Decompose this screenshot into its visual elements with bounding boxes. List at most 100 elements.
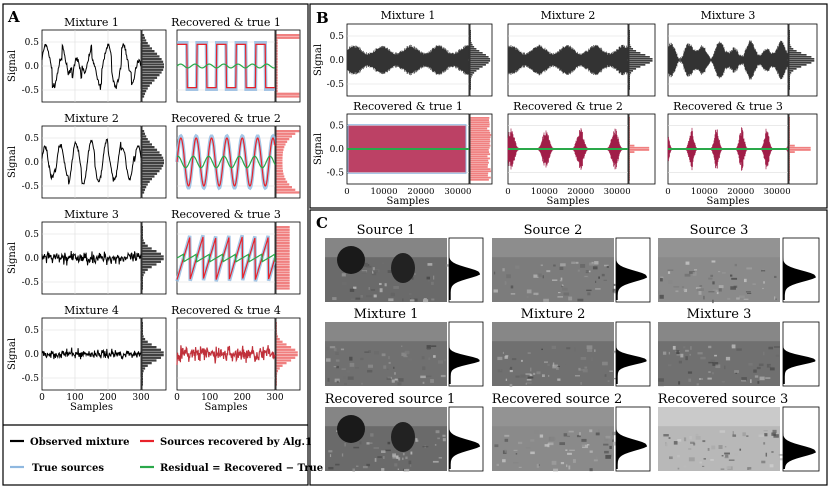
histogram-bar bbox=[142, 228, 143, 231]
image-texture bbox=[724, 365, 726, 370]
histogram-bar bbox=[276, 167, 283, 170]
x-tick-label: 100 bbox=[66, 393, 83, 403]
histogram-bar bbox=[470, 54, 486, 56]
panel-b-letter: B bbox=[316, 9, 329, 27]
image-texture bbox=[410, 464, 412, 467]
image-texture bbox=[763, 351, 765, 356]
histogram-bar bbox=[276, 252, 290, 255]
histogram-bar bbox=[470, 123, 490, 126]
image-texture bbox=[695, 287, 701, 289]
panel-a-row-1: Mixture 1 0.5 0.0 -0.5 Signal Recovered & tru… bbox=[7, 16, 301, 103]
image-texture bbox=[396, 455, 399, 459]
image-texture bbox=[711, 260, 716, 263]
y-tick-label: -0.5 bbox=[327, 168, 345, 178]
legend: Observed mixture Sources recovered by Al… bbox=[10, 437, 323, 474]
image-texture bbox=[595, 432, 600, 436]
histogram-bar bbox=[276, 162, 283, 165]
image-texture bbox=[444, 359, 446, 362]
histogram-area bbox=[616, 409, 648, 469]
x-axis-label: Samples bbox=[387, 196, 430, 207]
histogram-bar bbox=[142, 55, 160, 58]
mixture-title: Mixture 3 bbox=[701, 9, 756, 22]
image-texture bbox=[566, 464, 568, 468]
recovered-title: Recovered & true 1 bbox=[353, 100, 463, 113]
image-texture bbox=[553, 468, 559, 472]
image-title: Mixture 3 bbox=[687, 307, 752, 322]
histogram-bar bbox=[629, 86, 630, 88]
histogram-bar bbox=[470, 172, 489, 175]
image-texture bbox=[509, 369, 513, 373]
image-texture bbox=[422, 381, 425, 384]
image-texture bbox=[361, 270, 367, 274]
image-texture bbox=[394, 463, 398, 467]
mixture-title: Mixture 4 bbox=[64, 304, 119, 317]
histogram-bar bbox=[142, 138, 148, 141]
histogram-bar bbox=[789, 30, 790, 32]
histogram-bar bbox=[142, 188, 146, 191]
image-texture bbox=[504, 281, 507, 285]
y-tick-label: 0.0 bbox=[25, 254, 40, 264]
image-texture bbox=[708, 277, 713, 280]
histogram-bar bbox=[276, 268, 290, 271]
histogram-bar bbox=[142, 354, 164, 357]
image-texture bbox=[533, 274, 539, 278]
image-texture bbox=[368, 442, 373, 444]
image-texture bbox=[560, 461, 565, 465]
image-texture bbox=[409, 298, 412, 301]
image-title: Source 2 bbox=[524, 223, 583, 238]
histogram-bar bbox=[276, 255, 290, 258]
histogram-bar bbox=[789, 78, 790, 80]
histogram-bar bbox=[142, 180, 150, 183]
histogram-bar bbox=[470, 56, 489, 58]
histogram-bar bbox=[276, 55, 278, 58]
image-texture bbox=[677, 439, 682, 442]
image-texture bbox=[388, 356, 390, 360]
image-texture bbox=[711, 299, 714, 304]
image-texture bbox=[341, 281, 347, 285]
image-texture bbox=[329, 346, 336, 349]
histogram-bar bbox=[789, 58, 815, 60]
image-texture bbox=[332, 435, 335, 440]
image-texture bbox=[367, 364, 374, 368]
image-texture bbox=[341, 453, 344, 457]
panel-c-cell-2-2: Mixture 2 bbox=[492, 307, 651, 387]
image-texture bbox=[681, 464, 684, 469]
histogram-bar bbox=[789, 50, 797, 52]
histogram-bar bbox=[276, 95, 300, 98]
mixture-signal-line bbox=[41, 138, 142, 185]
y-tick-label: 0.5 bbox=[25, 38, 40, 48]
image-texture bbox=[692, 272, 697, 276]
image-texture bbox=[393, 366, 395, 369]
histogram-bar bbox=[276, 340, 283, 343]
image-texture bbox=[334, 378, 340, 383]
image-texture bbox=[502, 268, 505, 272]
image-texture bbox=[349, 288, 355, 292]
image-texture bbox=[539, 434, 544, 438]
image-texture bbox=[687, 371, 693, 374]
image-texture bbox=[775, 354, 780, 357]
image-texture bbox=[688, 457, 695, 462]
histogram-bar bbox=[629, 36, 630, 38]
image-texture bbox=[707, 447, 710, 451]
image-texture bbox=[745, 291, 751, 293]
panel-a-row-2: Mixture 2 0.5 0.0 -0.5 Signal Recovered & tru… bbox=[7, 112, 301, 199]
x-tick-label: 300 bbox=[266, 393, 283, 403]
image-texture bbox=[349, 356, 353, 361]
image-texture bbox=[397, 380, 399, 382]
histogram-bar bbox=[629, 44, 631, 46]
mixture-title: Mixture 2 bbox=[64, 112, 119, 125]
histogram-bar bbox=[789, 72, 792, 74]
histogram-bar bbox=[470, 38, 471, 40]
histogram-bar bbox=[142, 239, 144, 242]
histogram-bar bbox=[276, 44, 278, 47]
image-texture bbox=[721, 455, 724, 457]
histogram-bar bbox=[142, 74, 160, 77]
histogram-bar bbox=[276, 36, 300, 39]
image-texture bbox=[779, 458, 784, 461]
image-texture bbox=[660, 277, 663, 282]
histogram-bar bbox=[276, 276, 290, 279]
histogram-bar bbox=[470, 129, 490, 132]
histogram-bar bbox=[142, 351, 164, 354]
mixture-waveform bbox=[507, 44, 628, 76]
